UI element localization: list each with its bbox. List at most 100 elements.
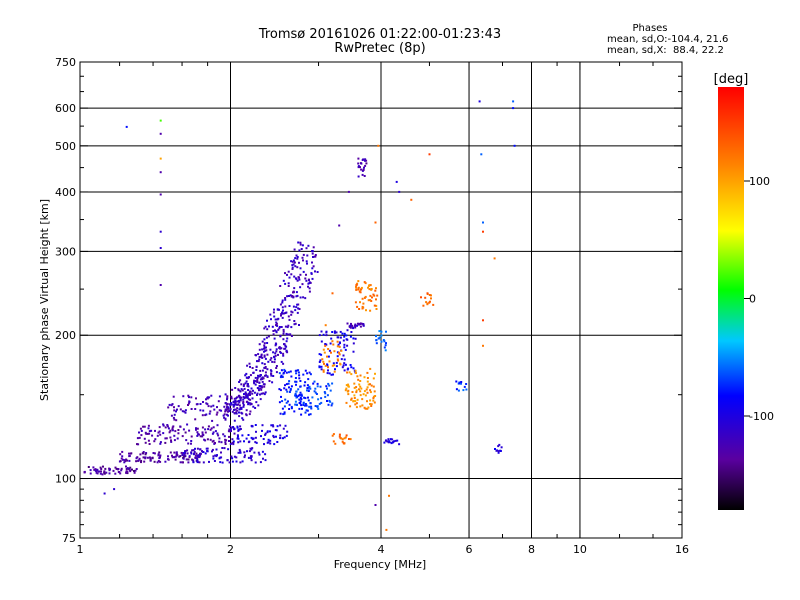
data-point [275,322,278,325]
data-point [119,472,122,475]
data-point [302,401,305,404]
data-point [196,454,199,457]
data-point [298,377,301,380]
data-point [290,326,293,329]
data-point [239,390,242,393]
data-point [291,266,294,269]
data-point [277,353,279,356]
data-point [284,398,287,401]
data-point [369,367,372,370]
data-point [272,375,275,377]
data-point [244,382,247,385]
data-point [229,403,232,406]
data-point [426,292,429,295]
data-point [349,335,352,338]
data-point [226,406,228,409]
data-point [273,337,276,340]
data-point [175,451,178,454]
data-point [196,434,199,437]
data-point [174,430,177,433]
data-point [282,309,284,312]
data-point [269,442,272,445]
data-point [266,430,269,433]
data-point [372,395,375,398]
data-point [358,388,360,391]
data-point [373,294,376,297]
data-point [117,468,120,470]
data-point [257,451,260,454]
data-point [275,321,278,324]
data-point [313,380,316,383]
data-point [363,166,365,169]
data-point [177,432,180,435]
data-point [252,405,255,408]
data-point [196,403,199,406]
data-point [299,385,302,388]
data-point [315,393,318,395]
data-point [183,452,185,455]
data-point [364,282,367,285]
data-point [228,440,230,442]
data-point [212,457,215,460]
data-point [165,437,168,440]
data-point [370,403,373,406]
data-point [366,386,369,389]
data-point [287,333,290,336]
data-point [288,380,291,383]
data-point [368,284,370,287]
data-point [348,438,350,440]
data-point [304,369,307,372]
data-point [227,406,230,409]
data-point [205,402,208,405]
data-point [238,428,241,431]
data-point [295,291,298,294]
data-point [190,452,193,455]
data-point [263,346,266,349]
data-point [357,322,359,325]
data-point [334,368,336,371]
data-point [299,267,302,270]
colorbar-tick-label: -100 [749,410,774,423]
data-point [283,347,286,350]
data-point [281,407,284,410]
data-point [233,408,235,411]
data-point [343,358,346,361]
data-point [264,367,267,370]
data-point [245,372,248,375]
data-point [324,395,327,398]
data-point [460,381,463,383]
data-point [298,393,301,396]
data-point [311,396,314,399]
data-point [294,403,297,406]
data-point [276,308,279,311]
colorbar-gradient [718,87,744,510]
stats-line-o: mean, sd,O:-104.4, 21.6 [607,34,728,45]
data-point [239,451,242,454]
data-point [125,468,128,470]
data-point [373,390,376,393]
data-point [337,359,340,362]
data-point [365,388,368,391]
data-point [287,382,290,385]
data-point [100,470,102,473]
data-point [188,455,191,458]
data-point [234,403,237,406]
data-point [305,409,308,412]
data-point [146,432,149,435]
data-point [297,307,300,310]
data-point [248,362,251,365]
data-point [264,371,267,374]
data-point [175,452,178,455]
data-point [295,390,298,393]
data-point [305,247,308,250]
data-point [270,372,273,375]
data-point [214,442,216,444]
data-point [357,175,360,178]
data-point [232,426,235,428]
data-point [307,285,309,288]
data-point [279,434,282,437]
data-point [360,322,363,325]
data-point [244,374,247,377]
data-point [212,455,215,458]
data-point [302,253,305,256]
